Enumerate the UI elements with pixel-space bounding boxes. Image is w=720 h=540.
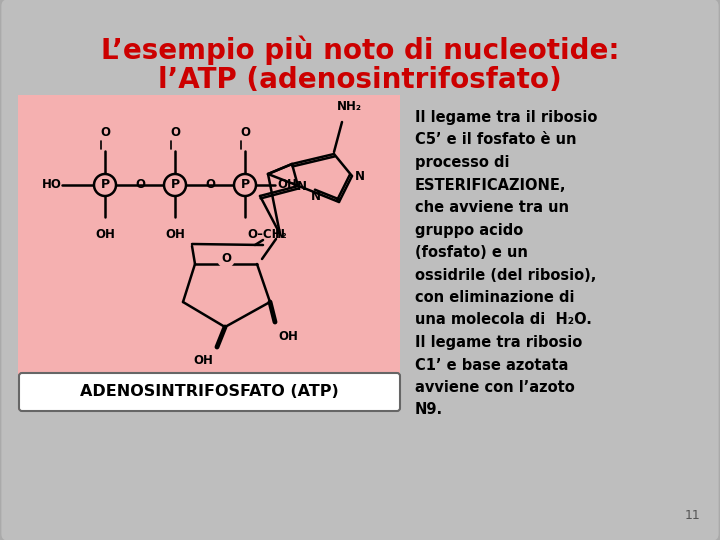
Text: O: O [221,253,231,266]
Text: P: P [240,179,250,192]
Text: O: O [135,179,145,192]
Text: ossidrile (del ribosio),: ossidrile (del ribosio), [415,267,596,282]
Text: P: P [171,179,179,192]
Text: C5’ e il fosfato è un: C5’ e il fosfato è un [415,132,577,147]
Text: NH₂: NH₂ [336,99,361,112]
Text: l’ATP (adenosintrifosfato): l’ATP (adenosintrifosfato) [158,66,562,94]
Text: P: P [100,179,109,192]
Text: ESTERIFICAZIONE,: ESTERIFICAZIONE, [415,178,567,192]
Text: Il legame tra il ribosio: Il legame tra il ribosio [415,110,598,125]
Text: con eliminazione di: con eliminazione di [415,290,575,305]
Text: O–CH₂: O–CH₂ [247,228,287,241]
Text: L’esempio più noto di nucleotide:: L’esempio più noto di nucleotide: [101,35,619,65]
Text: ADENOSINTRIFOSFATO (ATP): ADENOSINTRIFOSFATO (ATP) [80,384,339,400]
Text: N: N [275,227,285,240]
Text: che avviene tra un: che avviene tra un [415,200,569,215]
Circle shape [217,250,235,268]
Text: O: O [205,179,215,192]
Text: O: O [240,126,250,139]
Text: HO: HO [42,179,62,192]
Text: N: N [355,170,365,183]
Text: C1’ e base azotata: C1’ e base azotata [415,357,568,373]
Text: OH: OH [277,179,297,192]
Text: OH: OH [193,354,213,368]
Text: N: N [297,179,307,192]
Text: N: N [311,191,321,204]
Text: O: O [100,126,110,139]
Circle shape [94,174,116,196]
FancyBboxPatch shape [19,373,400,411]
Text: OH: OH [165,228,185,241]
Text: gruppo acido: gruppo acido [415,222,523,238]
Text: O: O [170,126,180,139]
Circle shape [164,174,186,196]
Text: processo di: processo di [415,155,510,170]
Text: OH: OH [278,329,298,342]
Circle shape [234,174,256,196]
Text: avviene con l’azoto: avviene con l’azoto [415,380,575,395]
Text: 11: 11 [684,509,700,522]
Text: OH: OH [95,228,115,241]
Text: una molecola di  H₂O.: una molecola di H₂O. [415,313,592,327]
Text: Il legame tra ribosio: Il legame tra ribosio [415,335,582,350]
Text: (fosfato) e un: (fosfato) e un [415,245,528,260]
Text: N9.: N9. [415,402,443,417]
FancyBboxPatch shape [18,95,400,410]
